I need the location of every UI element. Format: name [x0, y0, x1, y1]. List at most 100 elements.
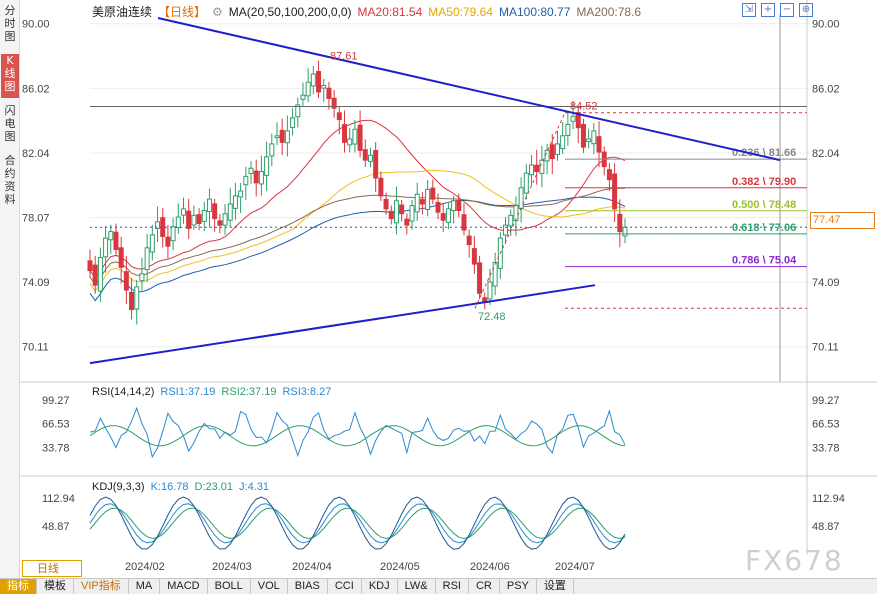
- date-tick: 2024/06: [470, 561, 510, 573]
- candle-body: [534, 164, 540, 173]
- indicator-tab[interactable]: CCI: [328, 579, 362, 594]
- kdj-tick-right: 112.94: [812, 493, 845, 505]
- tab-contract-info[interactable]: 合约资料: [4, 154, 16, 206]
- price-tick-right: 82.04: [812, 148, 840, 160]
- candle-body: [492, 261, 498, 287]
- date-tick: 2024/03: [212, 561, 252, 573]
- expand-icon[interactable]: ⇲: [742, 3, 756, 17]
- candle-body: [445, 208, 451, 223]
- period-badge[interactable]: 【日线】: [158, 5, 207, 19]
- candle-body: [129, 291, 135, 311]
- kdj-tick-right: 48.87: [812, 521, 840, 533]
- candle-body: [186, 210, 192, 229]
- rsi-tick-right: 99.27: [812, 395, 840, 407]
- candle-body: [342, 124, 348, 143]
- indicator-tab[interactable]: VOL: [251, 579, 288, 594]
- candle-body: [560, 135, 566, 150]
- candle-body: [290, 117, 296, 128]
- indicator-tab[interactable]: VIP指标: [74, 579, 129, 594]
- add-indicator-icon[interactable]: ⊕: [799, 3, 813, 17]
- candle-body: [212, 203, 218, 220]
- candle-body: [367, 154, 373, 162]
- kdj-pane: 112.94 112.94 48.87 48.87: [42, 493, 845, 550]
- price-tick-right: 70.11: [812, 342, 839, 354]
- indicator-tab[interactable]: PSY: [500, 579, 537, 594]
- d-line: [89, 507, 626, 540]
- indicator-tab[interactable]: MA: [129, 579, 161, 594]
- fib-label: 0.618 \ 77.06: [732, 222, 796, 234]
- price-tick-left: 74.09: [22, 277, 50, 289]
- rsi2-value: RSI2:37.19: [221, 386, 277, 398]
- candle-body: [393, 200, 399, 224]
- tab-lightning[interactable]: 闪电图: [4, 104, 16, 143]
- candle-body: [108, 231, 114, 241]
- indicator-tab[interactable]: 指标: [0, 579, 37, 594]
- candle-body: [191, 214, 197, 226]
- candle-body: [103, 237, 109, 258]
- tab-kline[interactable]: K线图: [1, 54, 19, 98]
- candle-body: [305, 81, 311, 97]
- candle-body: [409, 205, 415, 222]
- chart-toolbar: ⇲ + − ⊕: [742, 1, 818, 17]
- candle-body: [503, 224, 509, 236]
- candle-body: [544, 149, 550, 162]
- candle-body: [222, 213, 228, 226]
- indicator-tab[interactable]: KDJ: [362, 579, 398, 594]
- rsi-tick-left: 99.27: [42, 395, 70, 407]
- candle-body: [295, 104, 301, 118]
- candle-body: [279, 129, 285, 143]
- tab-timeshare[interactable]: 分时图: [4, 4, 16, 43]
- ma-title: MA(20,50,100,200,0,0): [228, 5, 352, 19]
- candle-body: [388, 210, 394, 220]
- candle-body: [352, 128, 358, 145]
- ascending-trendline: [89, 284, 596, 365]
- candle-body: [373, 149, 379, 179]
- gear-icon[interactable]: ⚙: [212, 5, 223, 19]
- candle-body: [477, 262, 483, 294]
- candle-body: [378, 177, 384, 197]
- kline-chart[interactable]: 0.236 \ 81.66 0.382 \ 79.90 0.500 \ 78.48 0…: [20, 0, 877, 578]
- low-label: 72.48: [478, 311, 506, 323]
- candle-body: [92, 264, 98, 286]
- candle-body: [347, 138, 353, 146]
- ma20-line: [89, 119, 626, 279]
- candle-body: [362, 149, 368, 161]
- price-tick-right: 90.00: [812, 19, 840, 31]
- fibonacci-levels: 0.236 \ 81.66 0.382 \ 79.90 0.500 \ 78.48 0…: [90, 106, 807, 309]
- candle-body: [155, 221, 161, 229]
- indicator-tab[interactable]: BOLL: [208, 579, 251, 594]
- rsi-title: RSI(14,14,2): [92, 386, 155, 398]
- current-price-tag: 77.47: [810, 212, 875, 229]
- rsi-legend: RSI(14,14,2) RSI1:37.19 RSI2:37.19 RSI3:8.2…: [92, 386, 337, 398]
- period-selector[interactable]: 日线: [22, 560, 82, 577]
- indicator-tab[interactable]: BIAS: [288, 579, 328, 594]
- j-line: [89, 496, 626, 550]
- candle-body: [248, 167, 254, 174]
- fib-label: 0.236 \ 81.66: [732, 147, 796, 159]
- candle-body: [165, 236, 171, 247]
- candle-body: [321, 84, 327, 89]
- fib-label: 0.382 \ 79.90: [732, 176, 796, 188]
- candle-body: [269, 143, 275, 157]
- rsi-tick-right: 33.78: [812, 442, 840, 454]
- indicator-tab[interactable]: CR: [469, 579, 500, 594]
- candle-body: [440, 213, 446, 221]
- candle-body: [206, 198, 212, 213]
- indicator-tab[interactable]: LW&: [398, 579, 436, 594]
- candle-body: [383, 198, 389, 210]
- candle-body: [331, 97, 337, 109]
- zoom-out-icon[interactable]: −: [780, 3, 794, 17]
- indicator-tab[interactable]: 模板: [37, 579, 74, 594]
- candle-body: [357, 124, 363, 151]
- indicator-tab[interactable]: RSI: [436, 579, 469, 594]
- k-value: K:16.78: [150, 481, 189, 493]
- candle-body: [175, 216, 181, 229]
- kdj-tick-left: 112.94: [42, 493, 75, 505]
- trendlines: 87.61 72.48 84.52: [89, 17, 781, 365]
- candle-body: [300, 94, 306, 100]
- candle-body: [461, 214, 467, 231]
- zoom-in-icon[interactable]: +: [761, 3, 775, 17]
- indicator-tab[interactable]: MACD: [160, 579, 208, 594]
- indicator-tab[interactable]: 设置: [537, 579, 574, 594]
- candle-body: [201, 209, 207, 222]
